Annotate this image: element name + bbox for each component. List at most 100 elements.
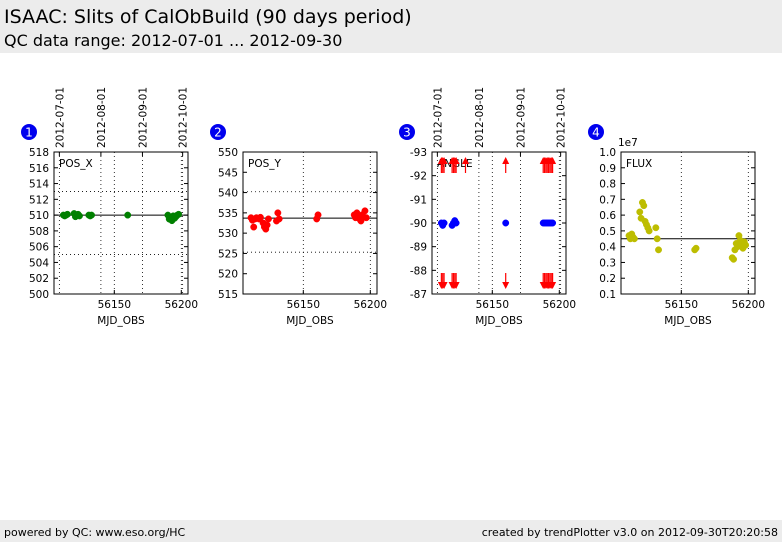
- panel-2-ytick-label: 535: [218, 208, 238, 220]
- panel-2-data-point: [265, 215, 272, 223]
- panel-4-number: 4: [592, 126, 600, 140]
- panel-3-xtick-label: 56200: [543, 299, 576, 311]
- panel-3-number: 3: [403, 126, 411, 140]
- panel-4-data-point: [652, 224, 660, 232]
- panel-4-data-point: [692, 244, 700, 252]
- panel-2-data-point: [314, 211, 322, 219]
- panel-2-data-point: [361, 207, 369, 215]
- panel-1-date-label: 2012-10-01: [178, 87, 190, 148]
- panel-3-outlier-down-arrow: [452, 282, 460, 289]
- panel-1-ytick-label: 516: [29, 163, 49, 175]
- panel-4-ytick-label: 0.3: [599, 257, 616, 269]
- panel-3-ytick-label: -92: [410, 171, 427, 183]
- panel-3-outlier-up-arrow: [549, 157, 557, 164]
- panel-1-param-label: POS_X: [59, 158, 93, 170]
- page-footer: powered by QC: www.eso.org/HC created by…: [0, 520, 782, 542]
- panel-3-data-point: [452, 219, 460, 227]
- footer-powered-by: powered by QC: www.eso.org/HC: [4, 526, 186, 539]
- panel-4-data-point: [636, 208, 644, 216]
- panel-2-xlabel: MJD_OBS: [286, 315, 334, 327]
- panel-3-date-label: 2012-07-01: [432, 87, 444, 148]
- panel-3-ytick-label: -90: [410, 218, 427, 230]
- panel-1-data-point: [63, 210, 71, 218]
- panel-1-ytick-label: 506: [29, 242, 49, 254]
- panel-3-outlier-down-arrow: [502, 282, 510, 289]
- panel-3-ytick-label: -87: [410, 289, 427, 301]
- panel-2-param-label: POS_Y: [248, 158, 282, 170]
- panel-2-number: 2: [214, 126, 222, 140]
- panel-2-data-point: [256, 213, 264, 221]
- panel-4-data-point: [653, 235, 661, 243]
- panel-4-data-point: [730, 255, 738, 263]
- panel-4-ytick-label: 0.1: [599, 289, 616, 301]
- panel-4-xtick-label: 56150: [665, 299, 698, 311]
- footer-created-by: created by trendPlotter v3.0 on 2012-09-…: [481, 526, 778, 539]
- panel-1-ytick-label: 500: [29, 289, 49, 301]
- panel-2-data-point: [275, 215, 283, 223]
- panel-3-xtick-label: 56150: [476, 299, 509, 311]
- panel-1-number: 1: [25, 126, 33, 140]
- panel-4-data-point: [640, 202, 648, 210]
- panel-4-frame: [620, 151, 756, 295]
- panel-4-ytick-label: 0.6: [599, 210, 616, 222]
- page-subtitle: QC data range: 2012-07-01 ... 2012-09-30: [4, 31, 343, 50]
- panel-3-outlier-up-arrow: [452, 157, 460, 164]
- panel-3-outlier-up-arrow: [440, 157, 448, 164]
- panel-3-ytick-label: -89: [410, 242, 427, 254]
- panel-2-number-badge: [210, 124, 226, 140]
- panel-4-xtick-label: 56200: [732, 299, 765, 311]
- panel-2-ytick-label: 550: [218, 147, 238, 159]
- panel-2-data-point: [250, 223, 258, 231]
- panel-4-xlabel: MJD_OBS: [664, 315, 712, 327]
- panel-4-ytick-label: 0.2: [599, 273, 616, 285]
- panel-4-ytick-label: 0.5: [599, 226, 616, 238]
- panel-1-date-label: 2012-07-01: [54, 87, 66, 148]
- panel-1-data-point: [175, 210, 183, 218]
- panel-2-ytick-label: 515: [218, 289, 238, 301]
- panel-3-date-label: 2012-09-01: [515, 87, 527, 148]
- panel-4-number-badge: [588, 124, 604, 140]
- panel-4-data-point: [742, 241, 750, 249]
- panel-1-ytick-label: 518: [29, 147, 49, 159]
- panel-1-number-badge: [21, 124, 37, 140]
- panel-3-outlier-down-arrow: [440, 282, 448, 289]
- panel-1-date-label: 2012-09-01: [137, 87, 149, 148]
- panel-3-data-point: [440, 219, 448, 227]
- panel-1-ytick-label: 504: [29, 257, 49, 269]
- panel-1-ytick-label: 502: [29, 273, 49, 285]
- panel-4-ytick-label: 0.4: [599, 242, 616, 254]
- panel-2-data-point: [274, 209, 282, 217]
- panel-3-ytick-label: -91: [410, 194, 427, 206]
- panel-3-ytick-label: -93: [410, 147, 427, 159]
- panel-3-date-label: 2012-10-01: [556, 87, 568, 148]
- panel-4-ytick-label: 1.0: [599, 147, 616, 159]
- panel-4-ytick-label: 0.8: [599, 179, 616, 191]
- panel-3-outlier-up-arrow: [462, 157, 469, 164]
- panel-2-ytick-label: 520: [218, 269, 238, 281]
- panel-2-ytick-label: 530: [218, 228, 238, 240]
- panel-3-date-label: 2012-08-01: [474, 87, 486, 148]
- panel-4-ytick-label: 0.7: [599, 194, 616, 206]
- panel-3-outlier-down-arrow: [549, 282, 557, 289]
- panel-2-data-point: [263, 221, 271, 229]
- panel-1-xlabel: MJD_OBS: [97, 315, 145, 327]
- panel-1-xtick-label: 56150: [98, 299, 131, 311]
- panel-2-ytick-label: 545: [218, 167, 238, 179]
- panel-3-data-point: [502, 219, 510, 227]
- panel-1-date-label: 2012-08-01: [96, 87, 108, 148]
- panel-3-number-badge: [399, 124, 415, 140]
- panel-4-exponent: 1e7: [618, 137, 638, 149]
- panel-1-data-point: [124, 211, 132, 219]
- panel-4-data-point: [655, 246, 662, 254]
- panel-1-frame: [53, 151, 189, 295]
- panel-1-ytick-label: 512: [29, 194, 49, 206]
- panel-1-data-point: [88, 211, 95, 219]
- panel-3-outlier-up-arrow: [502, 157, 510, 164]
- panel-3-data-point: [549, 219, 557, 227]
- panel-2-xtick-label: 56200: [354, 299, 387, 311]
- page-title: ISAAC: Slits of CalObBuild (90 days peri…: [4, 6, 412, 28]
- panel-1-xtick-label: 56200: [165, 299, 198, 311]
- panel-4-param-label: FLUX: [626, 158, 652, 170]
- panel-3-xlabel: MJD_OBS: [475, 315, 523, 327]
